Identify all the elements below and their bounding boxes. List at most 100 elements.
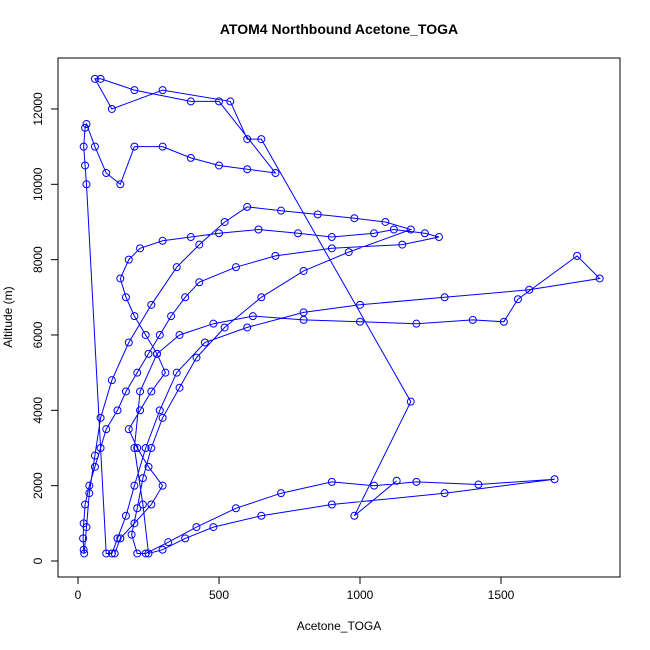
data-point bbox=[121, 293, 130, 302]
data-point bbox=[248, 312, 257, 321]
data-point bbox=[144, 349, 153, 358]
data-point bbox=[175, 383, 184, 392]
data-point bbox=[226, 97, 235, 106]
data-point bbox=[158, 481, 167, 490]
data-point bbox=[79, 142, 88, 151]
y-tick-label: 4000 bbox=[31, 397, 45, 424]
data-point bbox=[130, 86, 139, 95]
data-point bbox=[85, 489, 94, 498]
data-point bbox=[124, 425, 133, 434]
data-point bbox=[96, 74, 105, 83]
chart-title: ATOM4 Northbound Acetone_TOGA bbox=[220, 21, 458, 37]
data-point bbox=[141, 443, 150, 452]
data-point bbox=[130, 142, 139, 151]
data-point bbox=[550, 475, 559, 484]
data-point bbox=[82, 120, 91, 129]
data-point bbox=[209, 523, 218, 532]
data-point bbox=[90, 451, 99, 460]
y-axis-label: Altitude (m) bbox=[1, 286, 15, 347]
data-point bbox=[406, 225, 415, 234]
data-point bbox=[161, 368, 170, 377]
data-point bbox=[220, 323, 229, 332]
data-point bbox=[257, 135, 266, 144]
data-point bbox=[158, 236, 167, 245]
data-point bbox=[130, 312, 139, 321]
data-point bbox=[158, 142, 167, 151]
data-point bbox=[172, 368, 181, 377]
data-point bbox=[271, 251, 280, 260]
data-point bbox=[277, 206, 286, 215]
data-point bbox=[107, 104, 116, 113]
data-point bbox=[90, 462, 99, 471]
data-point bbox=[420, 229, 429, 238]
y-tick-label: 12000 bbox=[31, 92, 45, 126]
data-point bbox=[231, 263, 240, 272]
data-point bbox=[356, 300, 365, 309]
data-point bbox=[124, 255, 133, 264]
data-point bbox=[595, 274, 604, 283]
data-point bbox=[82, 523, 91, 532]
data-point bbox=[327, 244, 336, 253]
data-point bbox=[147, 300, 156, 309]
data-point bbox=[141, 549, 150, 558]
data-point bbox=[113, 406, 122, 415]
data-point bbox=[127, 530, 136, 539]
data-point bbox=[192, 523, 201, 532]
data-point bbox=[293, 229, 302, 238]
data-point bbox=[133, 443, 142, 452]
data-point bbox=[158, 413, 167, 422]
y-tick-label: 8000 bbox=[31, 246, 45, 273]
data-point bbox=[155, 406, 164, 415]
data-point bbox=[144, 549, 153, 558]
data-point bbox=[215, 97, 224, 106]
data-point bbox=[370, 481, 379, 490]
data-point bbox=[243, 323, 252, 332]
data-point bbox=[398, 240, 407, 249]
data-point bbox=[121, 387, 130, 396]
data-point bbox=[327, 500, 336, 509]
data-point bbox=[138, 474, 147, 483]
data-point bbox=[440, 489, 449, 498]
data-point bbox=[155, 330, 164, 339]
data-point bbox=[513, 295, 522, 304]
data-point bbox=[186, 97, 195, 106]
data-point bbox=[344, 248, 353, 257]
data-point bbox=[130, 481, 139, 490]
data-point bbox=[90, 74, 99, 83]
data-point bbox=[167, 312, 176, 321]
data-point bbox=[102, 169, 111, 178]
data-point bbox=[257, 293, 266, 302]
data-point bbox=[90, 142, 99, 151]
data-point bbox=[181, 293, 190, 302]
x-tick-label: 500 bbox=[209, 588, 229, 602]
data-point bbox=[130, 443, 139, 452]
data-point bbox=[231, 504, 240, 513]
y-tick-label: 0 bbox=[31, 557, 45, 564]
y-tick-label: 2000 bbox=[31, 472, 45, 499]
data-point bbox=[192, 353, 201, 362]
data-point bbox=[138, 500, 147, 509]
data-point bbox=[356, 317, 365, 326]
data-point bbox=[243, 202, 252, 211]
data-point bbox=[175, 330, 184, 339]
data-point bbox=[116, 274, 125, 283]
data-point bbox=[209, 319, 218, 328]
data-point bbox=[158, 545, 167, 554]
data-point bbox=[195, 240, 204, 249]
data-point bbox=[121, 511, 130, 520]
x-tick-label: 1500 bbox=[488, 588, 515, 602]
data-point bbox=[81, 500, 90, 509]
x-tick-label: 0 bbox=[75, 588, 82, 602]
data-point bbox=[370, 229, 379, 238]
data-point bbox=[158, 86, 167, 95]
data-point bbox=[220, 217, 229, 226]
data-point bbox=[136, 244, 145, 253]
data-point bbox=[215, 229, 224, 238]
data-point bbox=[254, 225, 263, 234]
data-point bbox=[525, 285, 534, 294]
data-point bbox=[133, 504, 142, 513]
data-point bbox=[412, 319, 421, 328]
data-point bbox=[215, 161, 224, 170]
data-point bbox=[313, 210, 322, 219]
data-point bbox=[124, 338, 133, 347]
